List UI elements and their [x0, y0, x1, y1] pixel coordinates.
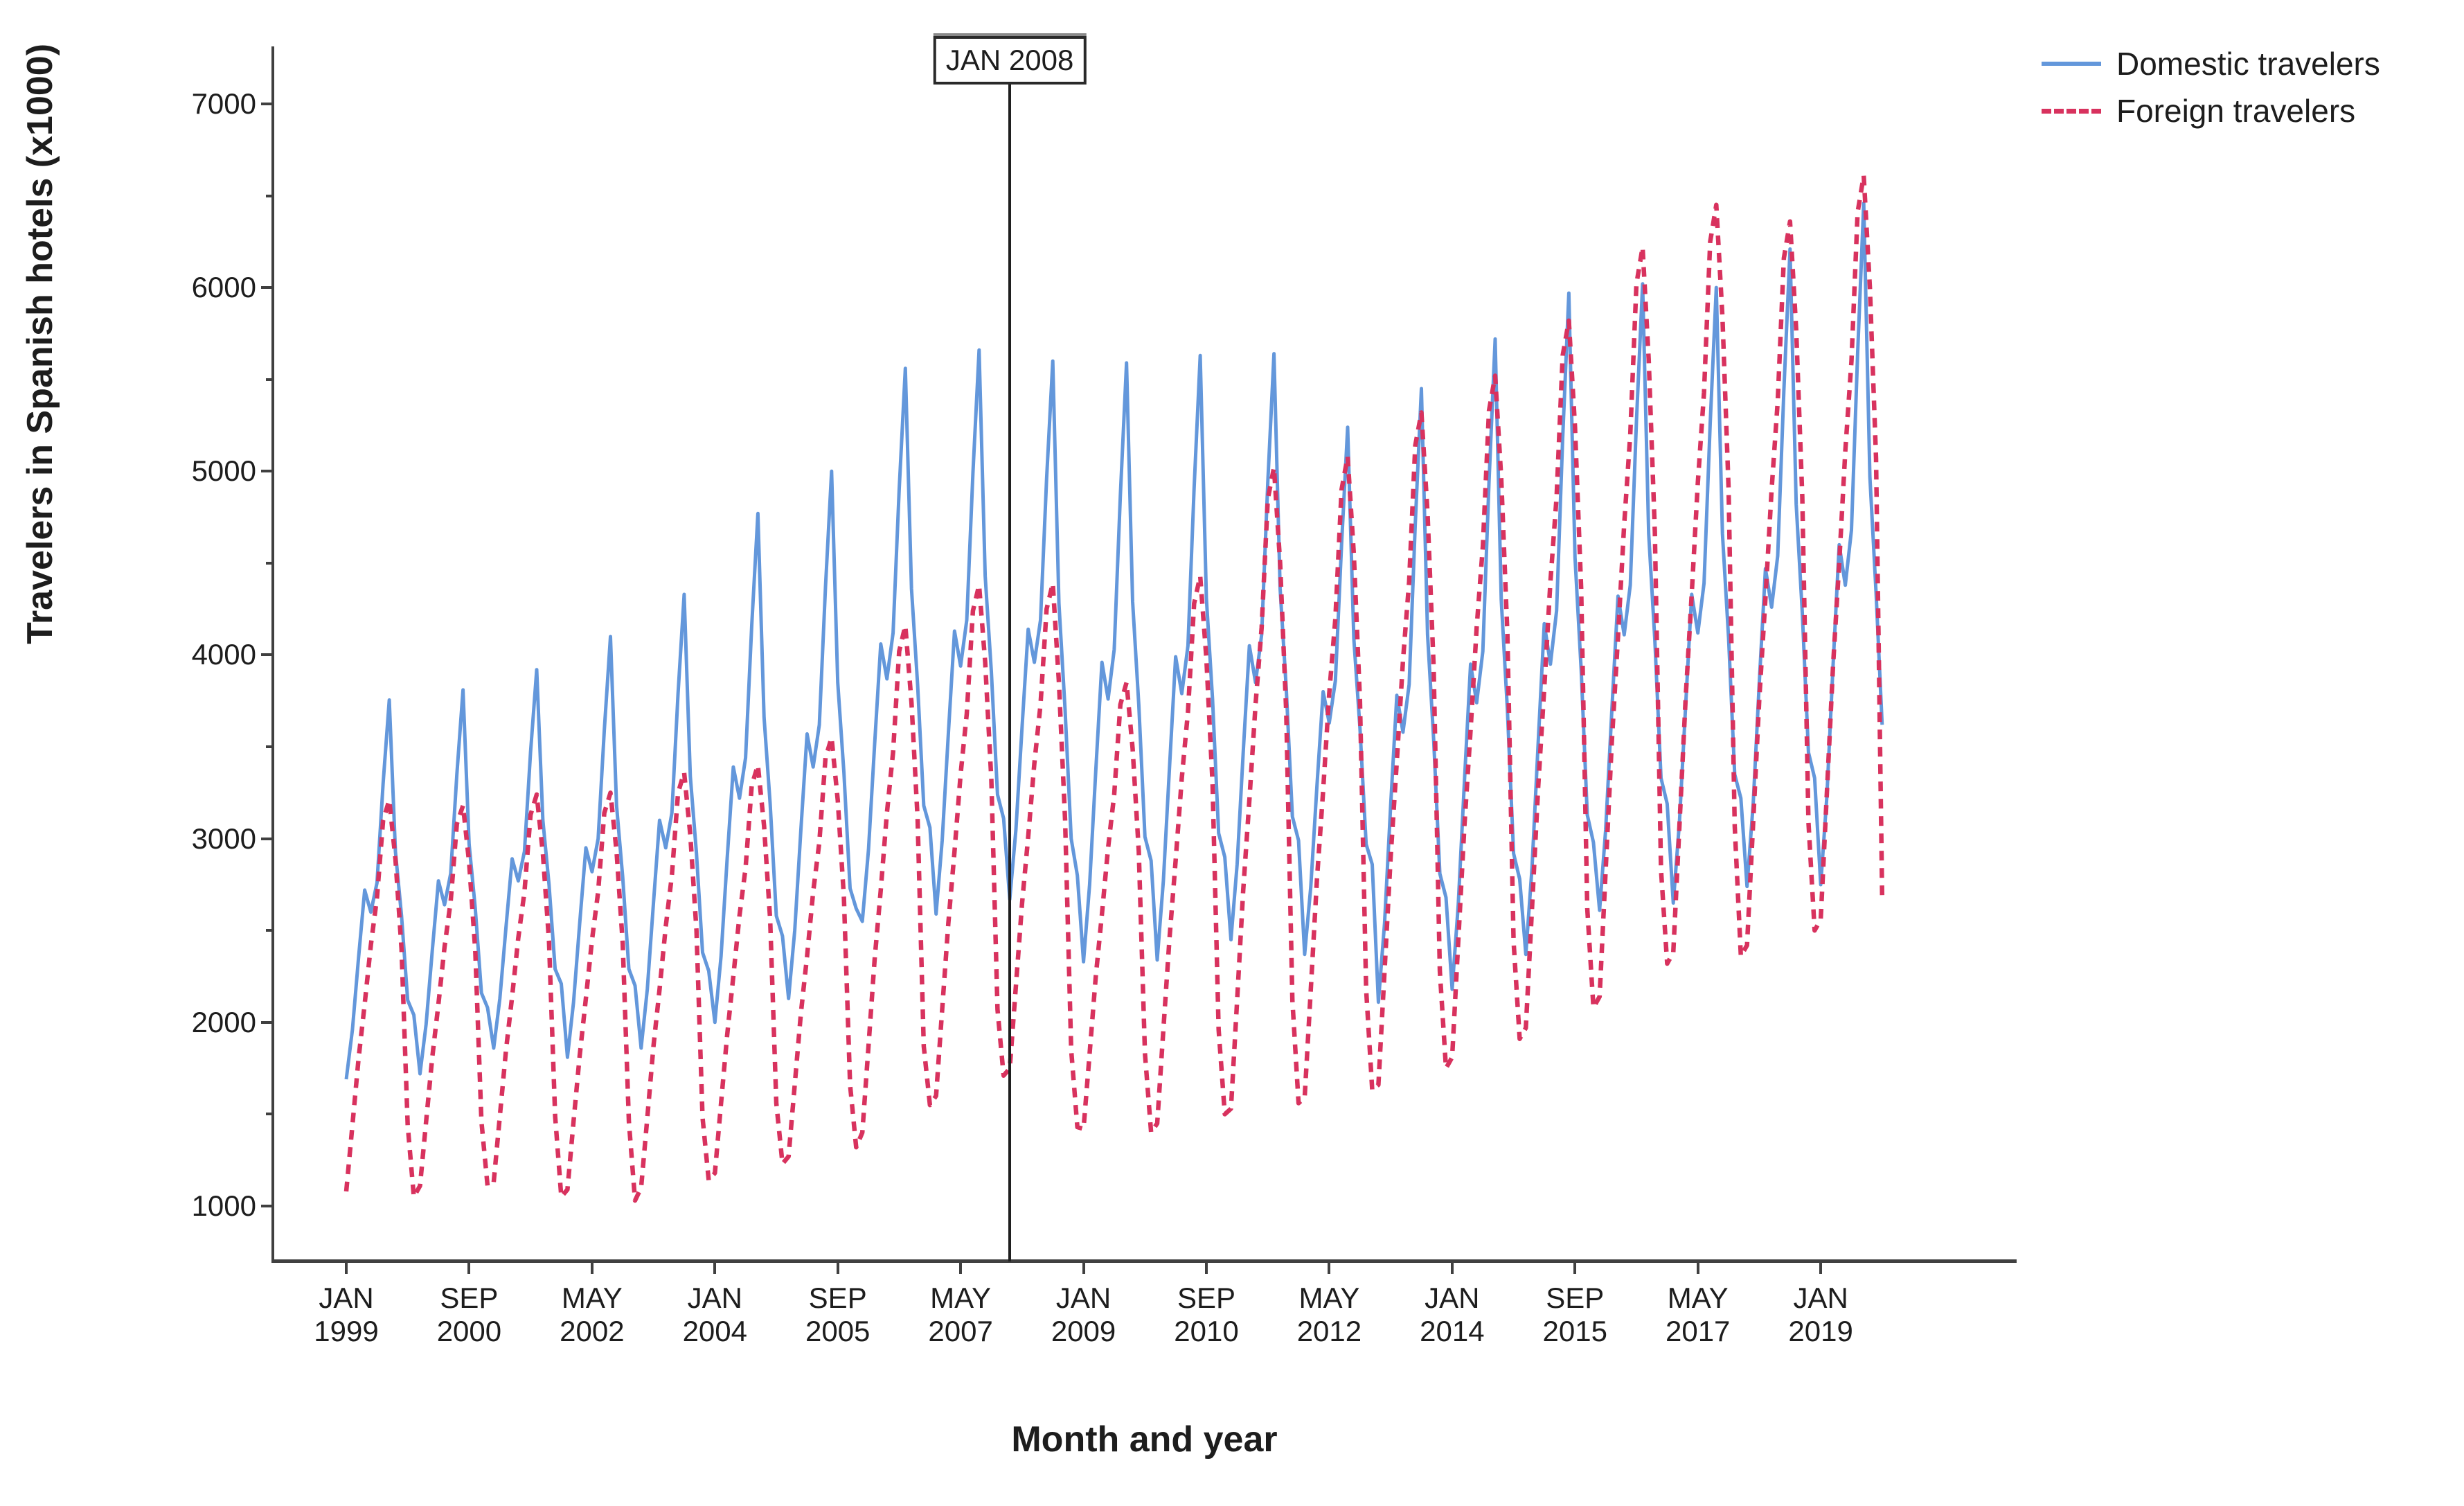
x-tick-month: JAN [319, 1282, 374, 1314]
dashed-line-swatch [2042, 108, 2101, 114]
x-tick-label: JAN 2019 [1744, 1282, 1897, 1348]
x-tick-month: JAN [687, 1282, 742, 1314]
line-chart [343, 173, 1885, 1203]
y-minor-tick [266, 1113, 274, 1116]
x-tick-year: 2007 [928, 1315, 993, 1347]
x-tick-label: JAN 1999 [270, 1282, 422, 1348]
solid-line-swatch [2042, 62, 2101, 66]
y-tick-label: 3000 [191, 822, 256, 855]
x-tick-label: SEP 2000 [393, 1282, 545, 1348]
x-tick-label: JAN 2004 [639, 1282, 791, 1348]
x-tick [345, 1263, 348, 1274]
y-tick-label: 6000 [191, 271, 256, 304]
reference-line-label: JAN 2008 [933, 36, 1087, 85]
domestic-travelers-line [344, 201, 1884, 1080]
x-tick-label: MAY 2012 [1253, 1282, 1405, 1348]
y-minor-tick [266, 745, 274, 749]
x-tick [1204, 1263, 1208, 1274]
y-minor-tick [266, 929, 274, 932]
x-tick [1696, 1263, 1699, 1274]
x-tick-month: SEP [1546, 1282, 1605, 1314]
x-tick-year: 2017 [1665, 1315, 1731, 1347]
foreign-travelers-line [343, 173, 1885, 1203]
x-tick-label: JAN 2014 [1376, 1282, 1528, 1348]
x-tick-month: MAY [1667, 1282, 1729, 1314]
y-tick-label: 1000 [191, 1189, 256, 1222]
x-tick [1573, 1263, 1577, 1274]
x-tick-label: MAY 2017 [1622, 1282, 1774, 1348]
legend: Domestic travelers Foreign travelers [2042, 40, 2380, 134]
x-tick-year: 1999 [314, 1315, 379, 1347]
x-tick-year: 2015 [1542, 1315, 1607, 1347]
y-major-tick [261, 837, 274, 840]
x-tick-month: SEP [808, 1282, 867, 1314]
y-tick-label: 5000 [191, 454, 256, 488]
y-tick-label: 4000 [191, 638, 256, 671]
y-major-tick [261, 286, 274, 290]
x-tick-month: JAN [1425, 1282, 1480, 1314]
y-major-tick [261, 1205, 274, 1207]
x-tick-month: JAN [1055, 1282, 1112, 1314]
x-tick-year: 2002 [560, 1315, 625, 1347]
x-tick-month: MAY [930, 1282, 992, 1314]
x-tick-label: SEP 2005 [762, 1282, 914, 1348]
legend-label: Domestic travelers [2116, 46, 2380, 82]
y-axis-title: Travelers in Spanish hotels (x1000) [20, 43, 60, 644]
x-tick-year: 2009 [1051, 1315, 1116, 1347]
x-tick-year: 2019 [1788, 1315, 1853, 1347]
y-tick-label: 7000 [191, 87, 256, 120]
legend-item: Domestic travelers [2042, 40, 2380, 87]
x-axis-title: Month and year [1011, 1419, 1278, 1460]
x-tick-year: 2010 [1174, 1315, 1239, 1347]
x-tick [713, 1263, 717, 1274]
plot-area [274, 46, 2015, 1259]
x-tick-year: 2014 [1420, 1315, 1485, 1347]
x-tick-month: SEP [1177, 1282, 1235, 1314]
legend-label: Foreign travelers [2116, 93, 2356, 129]
x-tick-month: SEP [440, 1282, 499, 1314]
x-tick-label: SEP 2015 [1499, 1282, 1651, 1348]
y-major-tick [261, 653, 274, 657]
reference-line-jan-2008 [1008, 84, 1012, 1261]
x-tick [959, 1263, 963, 1274]
x-tick [467, 1263, 471, 1274]
y-major-tick [261, 102, 274, 105]
y-tick-label: 2000 [191, 1005, 256, 1038]
x-tick [1819, 1263, 1823, 1274]
legend-item: Foreign travelers [2042, 87, 2380, 134]
x-tick [836, 1263, 839, 1274]
x-tick-label: MAY 2002 [516, 1282, 668, 1348]
x-tick [1450, 1263, 1454, 1274]
x-axis-line [271, 1259, 2017, 1263]
y-major-tick [261, 470, 274, 473]
x-tick-year: 2012 [1296, 1315, 1362, 1347]
x-tick [1328, 1263, 1331, 1274]
x-tick-label: MAY 2007 [884, 1282, 1037, 1348]
x-tick-year: 2004 [682, 1315, 747, 1347]
x-tick-month: JAN [1793, 1282, 1848, 1314]
x-tick [1082, 1263, 1085, 1274]
y-minor-tick [266, 561, 274, 565]
x-tick-year: 2000 [436, 1315, 502, 1347]
x-tick-label: SEP 2010 [1130, 1282, 1283, 1348]
y-major-tick [261, 1020, 274, 1024]
y-minor-tick [266, 194, 274, 197]
x-tick-month: MAY [561, 1282, 623, 1314]
x-tick-label: JAN 2009 [1008, 1282, 1160, 1348]
x-tick [590, 1263, 593, 1274]
y-minor-tick [266, 378, 274, 381]
x-tick-month: MAY [1298, 1282, 1360, 1314]
x-tick-year: 2005 [805, 1315, 871, 1347]
